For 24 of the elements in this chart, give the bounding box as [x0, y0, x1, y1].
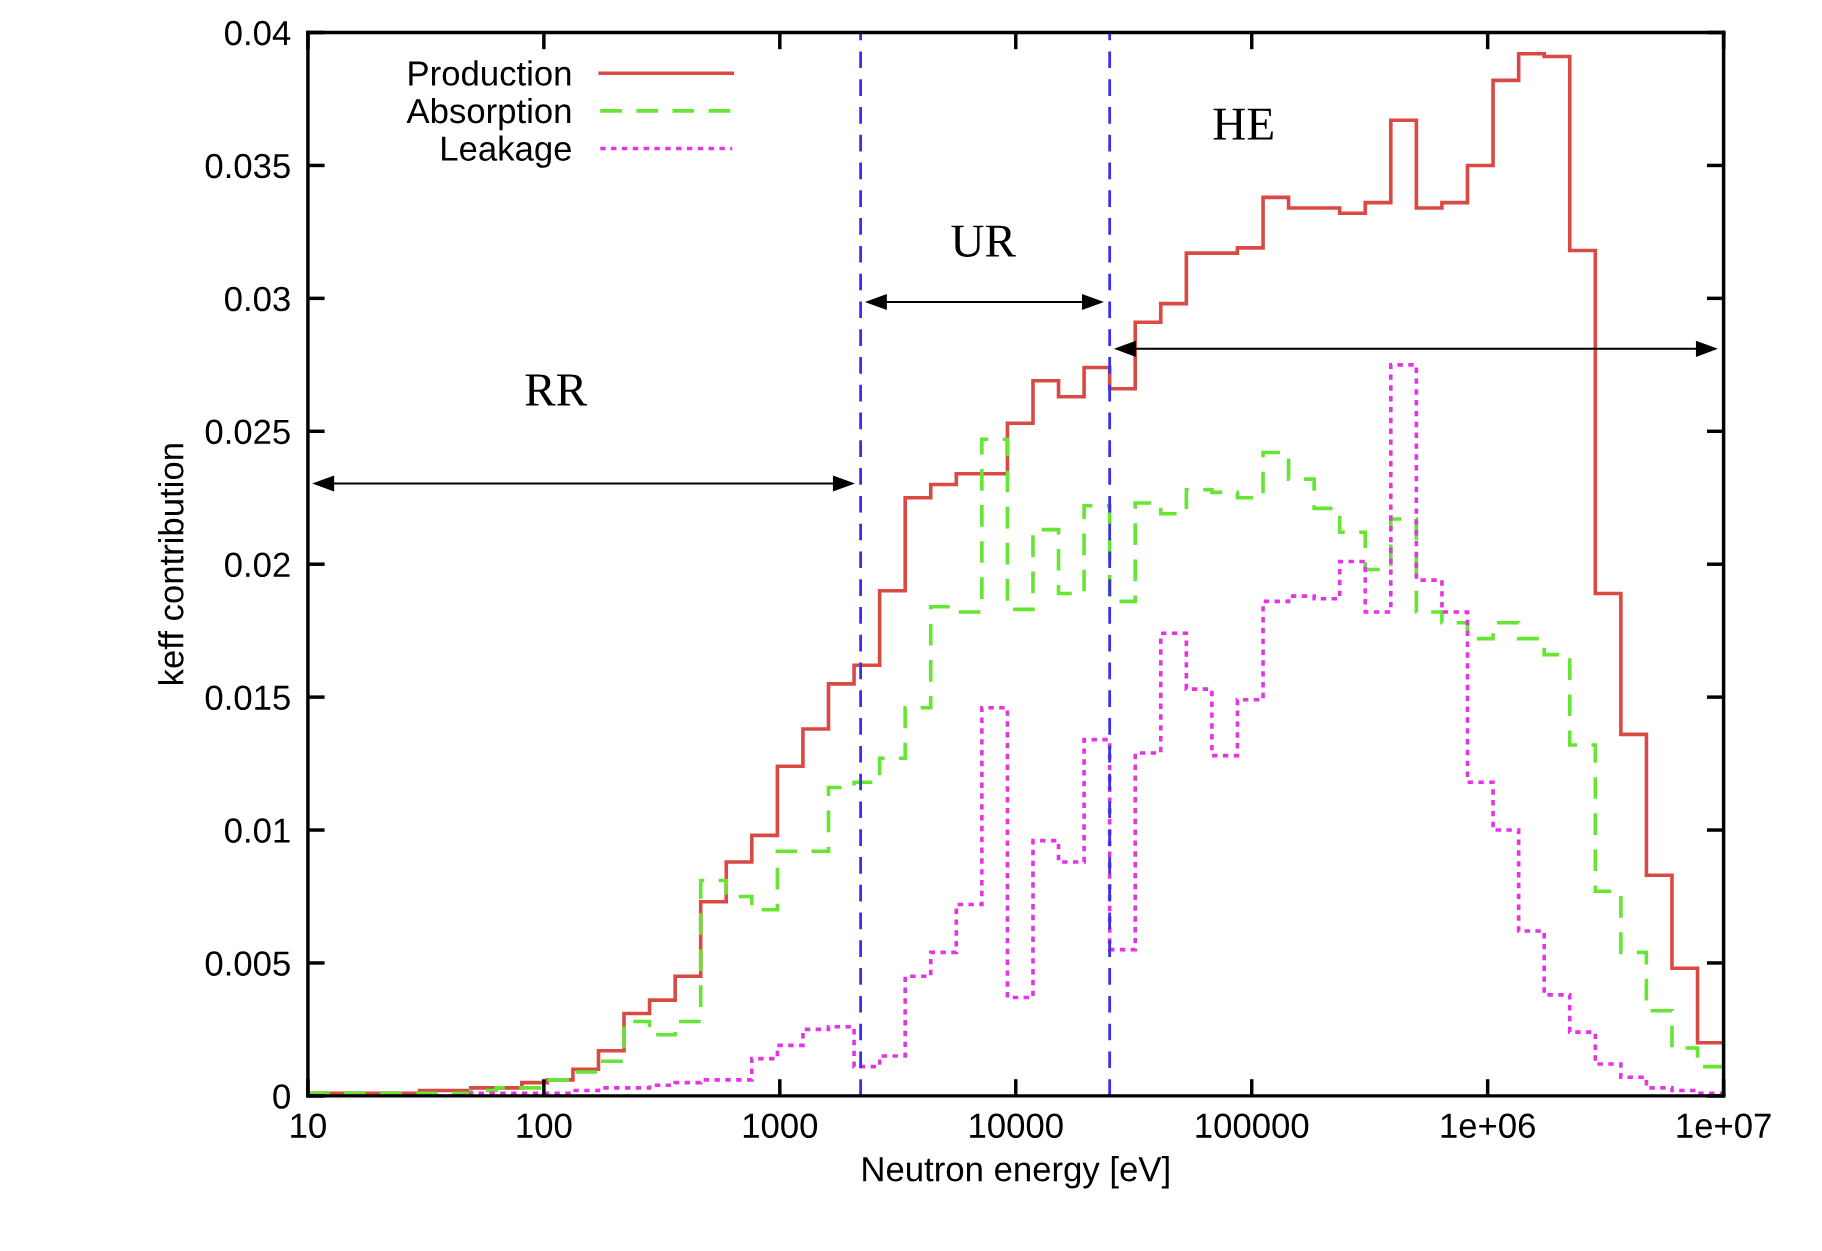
y-tick-label: 0 [273, 1084, 290, 1109]
annotation: RR [525, 374, 588, 406]
x-tick-label: 100 [517, 1113, 572, 1139]
y-axis-title: keff contribution [158, 444, 184, 685]
x-tick-label: 1000 [743, 1113, 818, 1139]
y-tick-label: 0.04 [225, 20, 291, 46]
y-tick-label: 0.035 [205, 153, 290, 179]
x-tick-label: 100000 [1196, 1113, 1309, 1139]
y-tick-label: 0.02 [225, 552, 290, 578]
annotation: UR [951, 225, 1016, 258]
y-tick-label: 0.005 [205, 951, 290, 976]
x-axis-title: Neutron energy [eV] [863, 1156, 1169, 1189]
annotation: HE [1213, 108, 1273, 140]
x-tick-label: 10000 [970, 1113, 1063, 1139]
x-tick-label: 1e+07 [1677, 1113, 1771, 1139]
y-tick-label: 0.025 [205, 419, 290, 445]
x-tick-label: 10 [291, 1113, 326, 1139]
legend-label: Absorption [406, 97, 571, 131]
legend-label: Production [409, 60, 571, 86]
y-tick-label: 0.015 [205, 685, 290, 711]
x-tick-label: 1e+06 [1441, 1113, 1535, 1139]
y-tick-label: 0.03 [225, 286, 290, 312]
y-tick-label: 0.01 [225, 818, 290, 843]
legend-label: Leakage [442, 135, 571, 168]
